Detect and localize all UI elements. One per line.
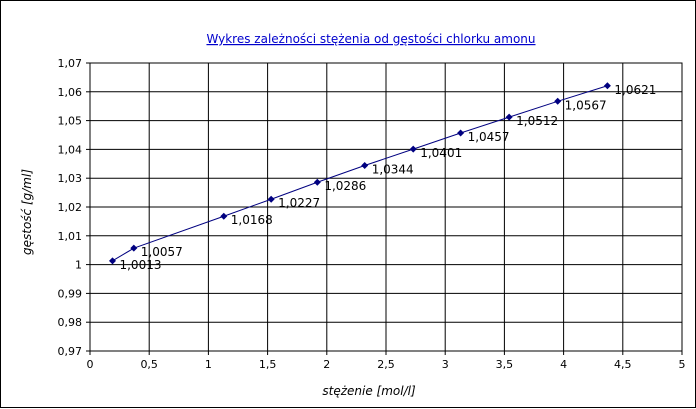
plot-border [89, 62, 683, 352]
x-tick-label: 4,5 [614, 358, 632, 371]
data-label: 1,0621 [614, 83, 656, 97]
plot-area: 0 0,5 1 1,5 2 2,5 3 3,5 4 4,5 5 0,97 0,98 0,99 1 1,01 1,… [58, 57, 686, 371]
y-tick-label: 0,98 [58, 316, 83, 329]
data-point [603, 82, 611, 90]
x-tick-label: 3,5 [496, 358, 514, 371]
x-tick-label: 1 [205, 358, 212, 371]
data-point [505, 113, 513, 121]
x-tick-label: 5 [679, 358, 686, 371]
data-point [108, 257, 116, 265]
y-tick-label: 0,97 [58, 345, 83, 358]
data-label: 1,0401 [420, 146, 462, 160]
chart-title: Wykres zależności stężenia od gęstości c… [206, 32, 535, 46]
y-tick-label: 1,03 [58, 172, 83, 185]
data-label: 1,0227 [278, 196, 320, 210]
x-tick-label: 0,5 [140, 358, 158, 371]
y-tick-label: 1,05 [58, 115, 83, 128]
data-point [267, 195, 275, 203]
y-tick-label: 1,02 [58, 201, 83, 214]
x-tick-label: 1,5 [259, 358, 277, 371]
data-label: 1,0013 [119, 258, 161, 272]
data-point [361, 162, 369, 170]
x-tick-label: 4 [560, 358, 567, 371]
data-label: 1,0567 [565, 98, 607, 112]
data-label: 1,0457 [468, 130, 510, 144]
y-tick-label: 1,06 [58, 86, 83, 99]
data-point [457, 129, 465, 137]
y-tick-label: 1 [75, 259, 82, 272]
data-label: 1,0286 [324, 179, 366, 193]
data-label: 1,0168 [231, 213, 273, 227]
x-tick-label: 2 [323, 358, 330, 371]
data-point [409, 145, 417, 153]
data-label: 1,0344 [372, 163, 414, 177]
y-axis-title: gęstość [g/ml] [20, 169, 34, 255]
x-tick-label: 2,5 [377, 358, 395, 371]
data-point [220, 212, 228, 220]
data-point [313, 178, 321, 186]
y-tick-label: 1,01 [58, 230, 83, 243]
data-point [130, 244, 138, 252]
y-tick-label: 0,99 [58, 287, 83, 300]
x-axis-title: stężenie [mol/l] [322, 384, 416, 398]
data-point [554, 97, 562, 105]
data-label: 1,0512 [516, 114, 558, 128]
y-tick-label: 1,07 [58, 57, 83, 70]
x-tick-label: 0 [87, 358, 94, 371]
y-tick-label: 1,04 [58, 143, 83, 156]
data-label: 1,0057 [141, 245, 183, 259]
x-tick-label: 3 [442, 358, 449, 371]
